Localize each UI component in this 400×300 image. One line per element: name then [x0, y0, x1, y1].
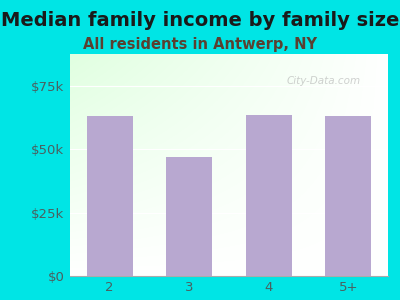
Bar: [87, 116, 133, 276]
Text: All residents in Antwerp, NY: All residents in Antwerp, NY: [83, 38, 317, 52]
Text: City-Data.com: City-Data.com: [286, 76, 360, 86]
Bar: [166, 157, 212, 276]
Text: Median family income by family size: Median family income by family size: [1, 11, 399, 29]
Bar: [325, 116, 371, 276]
Bar: [246, 115, 292, 276]
